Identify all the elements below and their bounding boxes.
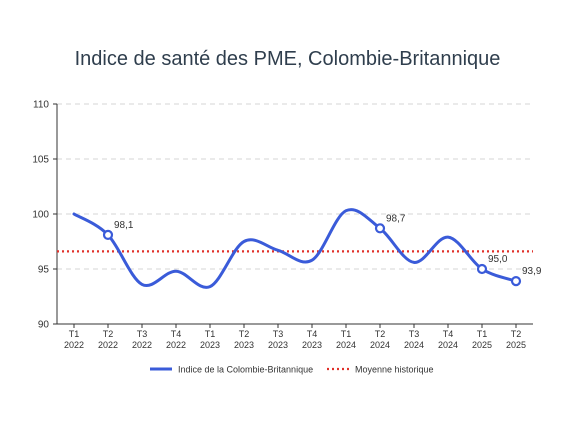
y-tick-label: 110 [33,100,49,111]
x-tick-label-year: 2024 [336,340,356,350]
x-tick-label-quarter: T2 [511,329,522,339]
y-tick-label: 90 [38,320,50,331]
x-tick-label-year: 2025 [472,340,492,350]
x-tick-label-year: 2024 [404,340,424,350]
x-tick-label-year: 2024 [370,340,390,350]
x-tick-label-quarter: T4 [171,329,182,339]
x-tick-label-quarter: T2 [375,329,386,339]
x-tick-label-year: 2022 [166,340,186,350]
data-point-marker [476,263,488,275]
data-point-marker [510,276,522,287]
x-tick-label-year: 2023 [302,340,322,350]
x-tick-label-quarter: T4 [307,329,318,339]
x-tick-label-year: 2023 [200,340,220,350]
data-label: 95,0 [488,254,508,265]
x-tick-label-quarter: T3 [409,329,420,339]
x-tick-label-year: 2022 [64,340,84,350]
x-tick-label-quarter: T1 [205,329,216,339]
y-tick-label: 105 [32,155,49,166]
x-tick-label-quarter: T2 [103,329,114,339]
data-label: 93,9 [522,266,542,277]
x-tick-label-year: 2022 [98,340,118,350]
legend-label-index: Indice de la Colombie-Britannique [178,365,313,375]
x-tick-label-year: 2022 [132,340,152,350]
x-tick-label-quarter: T1 [341,329,352,339]
index-line [72,208,518,289]
x-tick-label-year: 2024 [438,340,458,350]
y-tick-label: 100 [32,210,49,221]
x-tick-label-quarter: T3 [137,329,148,339]
chart-title: Indice de santé des PME, Colombie-Britan… [74,48,501,70]
data-label: 98,7 [386,213,406,224]
y-tick-label: 95 [38,265,50,276]
data-point-marker [374,223,386,234]
data-label: 98,1 [114,220,134,231]
x-tick-label-year: 2025 [506,340,526,350]
data-point-marker [102,229,114,240]
x-tick-label-quarter: T1 [477,329,488,339]
x-tick-label-year: 2023 [268,340,288,350]
x-tick-label-quarter: T4 [443,329,454,339]
x-tick-label-year: 2023 [234,340,254,350]
x-tick-label-quarter: T1 [69,329,80,339]
x-tick-label-quarter: T3 [273,329,284,339]
x-tick-label-quarter: T2 [239,329,250,339]
legend-label-average: Moyenne historique [355,365,434,375]
